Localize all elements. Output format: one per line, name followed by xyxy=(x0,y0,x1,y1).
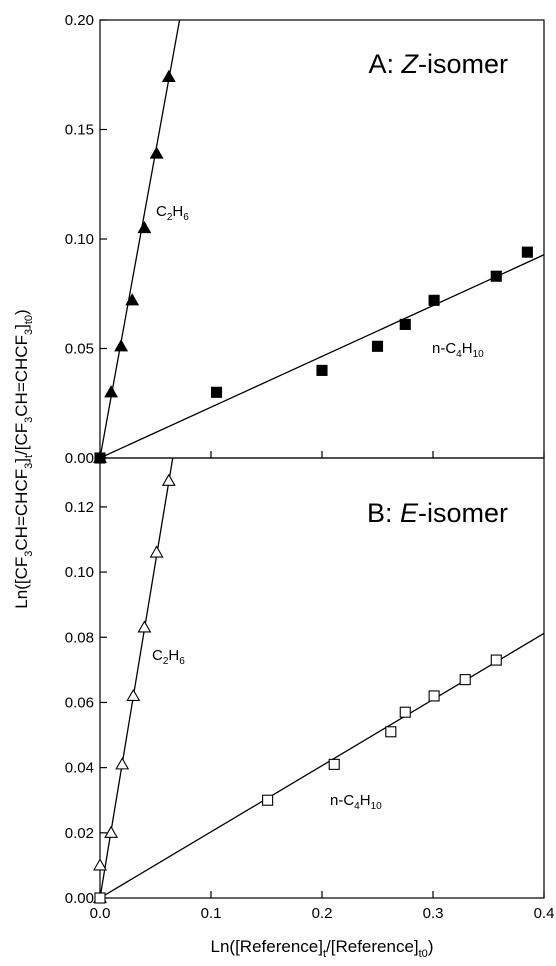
fit-line xyxy=(100,632,544,898)
y-tick-label: 0.10 xyxy=(65,231,94,248)
y-axis-title: Ln([CF3CH=CHCF3]t/[CF3CH=CHCF3]t0) xyxy=(12,309,35,608)
y-tick-label: 0.20 xyxy=(65,12,94,29)
data-point xyxy=(161,473,176,486)
data-point xyxy=(93,858,107,871)
data-point xyxy=(328,758,340,770)
data-point xyxy=(161,69,176,82)
panel-a-title: A: Z-isomer xyxy=(368,49,508,79)
panel-a-series-label-c2h6: C2H6 xyxy=(156,203,189,223)
panel-b: 0.00 0.02 0.04 0.06 0.08 0.10 0.12 0.0 0.1 0.2 0.3… xyxy=(65,457,555,922)
data-point xyxy=(399,706,411,718)
panel-a-frame xyxy=(99,19,545,459)
y-tick-label: 0.04 xyxy=(65,760,94,777)
data-point xyxy=(114,339,129,352)
x-tick-label: 0.1 xyxy=(201,905,222,922)
fit-line xyxy=(100,458,174,898)
data-point xyxy=(137,620,152,633)
y-tick-label: 0.10 xyxy=(65,564,94,581)
data-point xyxy=(459,674,471,686)
panel-b-series-label-nc4h10: n-C4H10 xyxy=(330,792,382,812)
data-point xyxy=(371,340,384,352)
x-tick-label: 0.3 xyxy=(423,905,444,922)
x-tick-label: 0.2 xyxy=(312,905,333,922)
fit-line xyxy=(100,254,544,458)
y-tick-label: 0.00 xyxy=(65,450,94,467)
panel-a-series-label-nc4h10: n-C4H10 xyxy=(432,340,484,360)
data-point xyxy=(125,293,140,306)
data-point xyxy=(316,364,328,376)
data-point xyxy=(115,757,130,770)
y-tick-label: 0.06 xyxy=(65,694,94,711)
data-point xyxy=(104,385,119,398)
data-point xyxy=(149,545,164,558)
y-tick-label: 0.02 xyxy=(65,825,94,842)
data-point xyxy=(126,688,141,701)
x-tick-label: 0.0 xyxy=(90,905,111,922)
data-point xyxy=(428,294,440,306)
y-tick-label: 0.00 xyxy=(65,890,94,907)
panel-b-marks xyxy=(93,458,544,904)
y-tick-label: 0.12 xyxy=(65,499,94,516)
x-axis-title: Ln([Reference]t/[Reference]t0) xyxy=(211,937,434,960)
panel-a-ticks: 0.00 0.05 0.10 0.15 0.20 xyxy=(65,12,545,467)
data-point xyxy=(399,318,411,330)
data-point xyxy=(385,726,397,738)
data-point xyxy=(94,892,106,904)
y-tick-label: 0.05 xyxy=(65,341,94,358)
data-point xyxy=(149,146,164,159)
data-point xyxy=(137,220,152,234)
panel-b-series-label-c2h6: C2H6 xyxy=(152,647,185,667)
data-point xyxy=(211,386,223,398)
x-tick-label: 0.4 xyxy=(534,905,555,922)
panel-b-ticks: 0.00 0.02 0.04 0.06 0.08 0.10 0.12 0.0 0.1 0.2 0.3… xyxy=(65,499,555,922)
data-point xyxy=(521,246,533,258)
y-tick-label: 0.08 xyxy=(65,629,94,646)
data-point xyxy=(262,794,274,806)
data-point xyxy=(490,270,502,282)
panel-b-title: B: E-isomer xyxy=(367,498,508,528)
data-point xyxy=(104,825,119,838)
data-point xyxy=(490,654,502,666)
data-point xyxy=(428,690,440,702)
y-tick-label: 0.15 xyxy=(65,122,94,139)
panel-a: 0.00 0.05 0.10 0.15 0.20 A: Z-isomer C2H6 n-… xyxy=(65,12,545,467)
